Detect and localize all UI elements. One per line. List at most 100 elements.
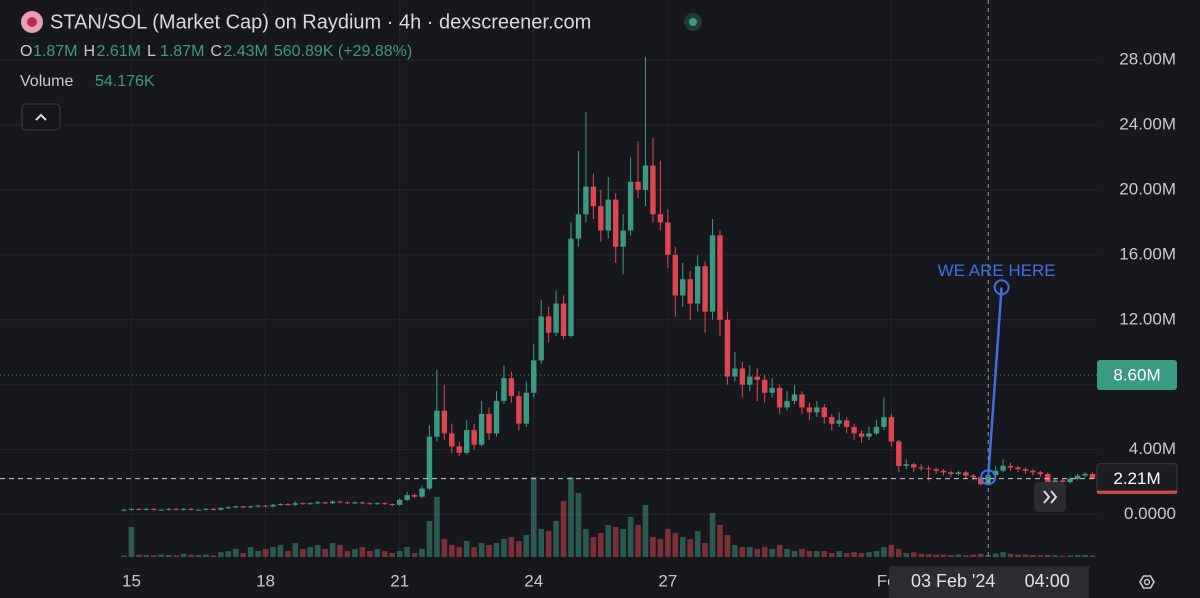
candle-body [128,508,135,510]
legend-key: C [210,43,222,60]
volume-bar [799,549,805,557]
volume-bar [1045,555,1051,557]
candle-body [970,475,976,478]
candle-body [590,186,597,207]
candle-body [776,387,783,408]
volume-bar [210,555,217,557]
candle-body [478,413,485,445]
legend-change: 560.89K (+29.88%) [274,43,412,60]
volume-bar [553,521,559,557]
volume-bar [657,539,664,557]
chevron-up [35,113,47,121]
volume-bar [136,554,142,557]
volume-bar [970,554,977,557]
price-label-box [1097,359,1177,390]
token-logo-center [27,17,37,27]
volume-bar [247,547,254,557]
volume-bar [501,539,507,557]
y-tick-label: 4.00M [1129,439,1176,458]
volume-bar [560,501,567,557]
candle-body [434,410,440,437]
volume-bar [583,529,589,557]
volume-bar [851,552,857,557]
y-tick-label: 24.00M [1119,114,1176,133]
candle-body [523,392,529,424]
collapse-button[interactable] [21,103,61,131]
volume-bar [694,531,701,557]
volume-bar [940,554,947,557]
volume-bar [374,549,381,557]
volume-bar [963,555,969,557]
volume-bar [992,553,999,557]
volume-bar [1052,555,1059,557]
candle-body [799,394,805,408]
candle-body [151,508,157,510]
volume-bar [203,554,209,557]
candle-body [851,426,857,434]
volume-bar [434,497,440,557]
candle-body [568,238,574,336]
candle-body [471,430,477,445]
volume-bar [188,554,194,557]
candle-body [300,503,306,505]
volume-bar [1067,555,1073,557]
collapse-button-box[interactable] [21,103,61,131]
legend-value: 2.61M [96,43,140,60]
legend-value: 1.87M [160,43,204,60]
volume-bar [545,531,552,557]
volume-bar [538,529,544,557]
legend-key: O [20,43,32,60]
candle-body [166,508,172,510]
gear-icon[interactable] [1139,575,1155,589]
volume-bar [598,533,604,557]
candle-body [404,495,410,500]
volume-bar [419,549,425,557]
candle-body [1007,465,1014,468]
volume-bar [821,551,828,557]
candle-body [516,396,522,424]
candle-body [948,472,954,474]
candle-body [672,254,678,296]
candle-body [806,407,813,413]
volume-bar [814,551,820,557]
candle-body [881,417,887,427]
volume-bar [709,513,716,557]
candle-body [188,508,194,510]
candle-body [486,413,492,434]
candle-body [762,379,768,393]
volume-bar [180,553,187,557]
legend-key: L [147,43,156,60]
annotation-handle [980,469,997,486]
volume-bar [717,525,723,557]
volume-bar [523,535,530,557]
volume-bar [575,493,582,557]
candle-body [233,506,239,508]
candle-body [560,303,567,336]
volume-bar [843,553,850,557]
y-tick-label: 12.00M [1119,309,1176,328]
candle-body [173,508,179,510]
candle-body [709,235,716,312]
candle-body [598,206,604,231]
candle-body [665,222,671,255]
candle-body [613,199,619,247]
volume-bar [605,525,612,557]
volume-bar [1000,552,1006,557]
volume-bar [873,551,880,557]
volume-bar [836,551,842,557]
candle-body [575,214,582,239]
candle-body [903,464,909,466]
y-tick-label: 20.00M [1119,179,1176,198]
scroll-right-button[interactable] [1034,482,1066,512]
volume-name: Volume [20,73,73,90]
candle-body [449,433,455,447]
volume-bar [478,543,485,557]
volume-bar [516,541,522,557]
candle-body [508,378,515,397]
volume-bar [277,545,284,557]
volume-bar [307,547,314,557]
settings-button[interactable] [1139,575,1155,589]
volume-bar [806,551,813,557]
volume-bar [858,553,865,557]
volume-bar [1015,554,1021,557]
